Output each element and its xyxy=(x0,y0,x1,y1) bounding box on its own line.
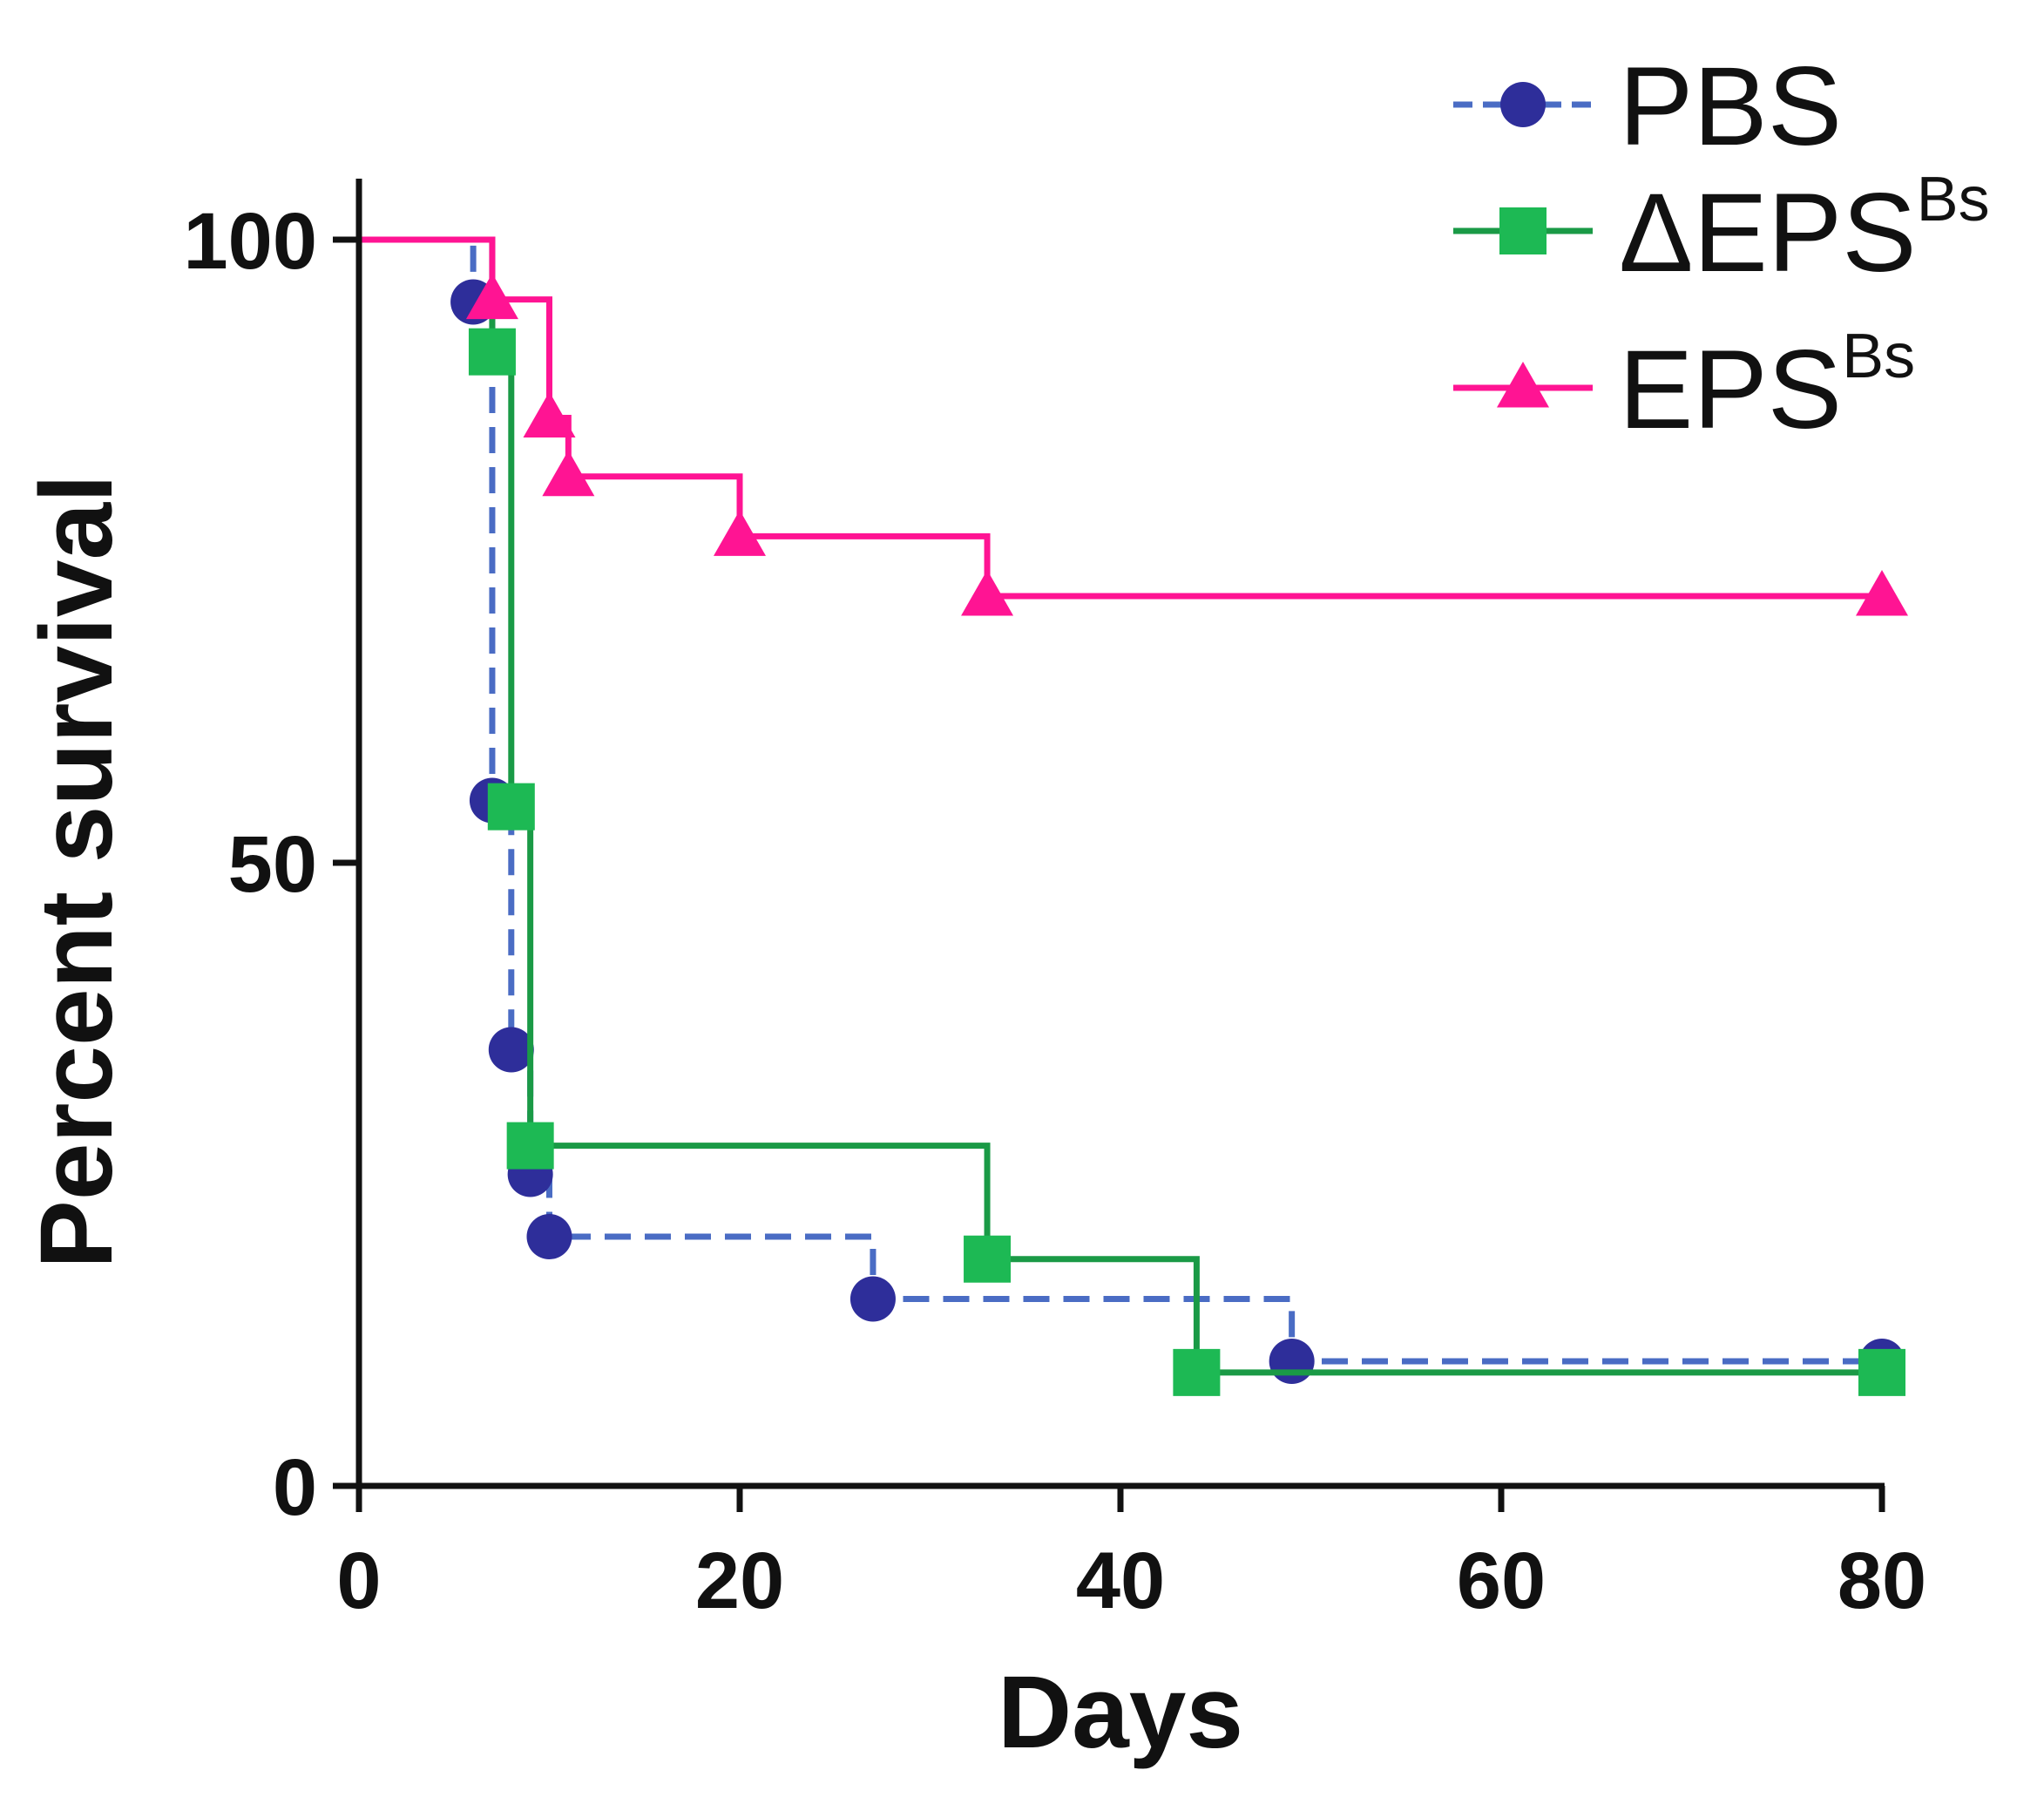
y-axis-title: Percent survival xyxy=(19,474,134,1269)
legend-label: EPSBs xyxy=(1619,322,1915,452)
legend-marker xyxy=(1500,82,1546,127)
series-square xyxy=(359,236,1905,1396)
data-point xyxy=(487,783,535,831)
data-point xyxy=(542,450,595,497)
data-point xyxy=(488,1027,534,1073)
legend-item: ΔEPSBs xyxy=(1453,165,1990,295)
data-point xyxy=(468,328,516,376)
data-point xyxy=(1173,1348,1221,1396)
x-tick-label: 60 xyxy=(1457,1536,1546,1625)
data-point xyxy=(961,569,1014,616)
data-point xyxy=(1856,569,1908,616)
y-tick-label: 0 xyxy=(273,1443,317,1532)
legend-marker xyxy=(1499,207,1547,254)
x-tick-label: 20 xyxy=(695,1536,784,1625)
x-tick-label: 40 xyxy=(1076,1536,1165,1625)
legend-item: PBS xyxy=(1453,44,1842,169)
data-point xyxy=(964,1235,1012,1283)
y-tick-label: 100 xyxy=(184,197,318,286)
data-point xyxy=(714,510,766,556)
x-axis-title: Days xyxy=(998,1655,1243,1770)
legend-marker xyxy=(1497,362,1549,408)
data-point xyxy=(523,391,576,437)
y-tick-label: 50 xyxy=(228,820,317,909)
data-point xyxy=(506,1122,554,1170)
legend-label: PBS xyxy=(1619,44,1842,169)
legend-item: EPSBs xyxy=(1453,322,1915,452)
ticks: 0 20 40 60 80 0 50 100 xyxy=(184,197,1927,1625)
x-tick-label: 0 xyxy=(336,1536,381,1625)
data-point xyxy=(465,273,518,320)
legend-label: ΔEPSBs xyxy=(1619,165,1990,295)
series-triangle xyxy=(359,236,1908,616)
data-point xyxy=(849,1276,896,1322)
x-tick-label: 80 xyxy=(1838,1536,1926,1625)
data-point xyxy=(1269,1339,1315,1384)
data-point xyxy=(526,1214,572,1259)
data-point xyxy=(1858,1348,1905,1396)
series-layer xyxy=(359,236,1908,1396)
